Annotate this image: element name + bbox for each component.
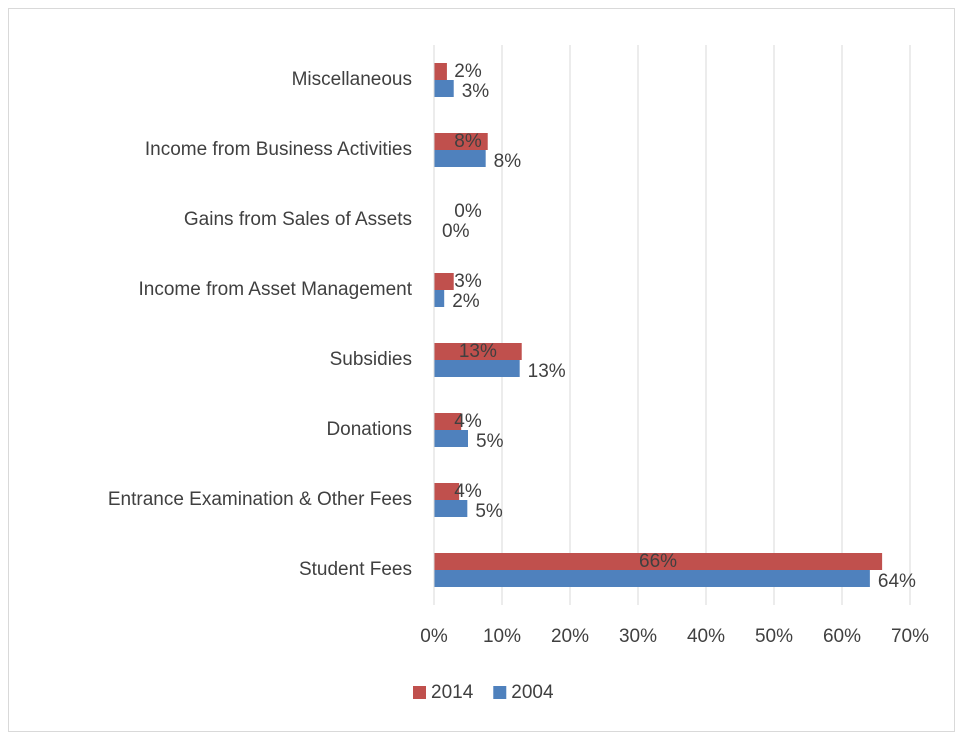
data-label: 4%	[454, 411, 482, 432]
bar	[434, 570, 870, 587]
y-tick-label: Student Fees	[299, 559, 412, 580]
bar	[434, 483, 460, 500]
x-tick-label: 60%	[823, 626, 861, 647]
bar	[434, 63, 447, 80]
data-label: 4%	[454, 481, 482, 502]
legend-label: 2014	[431, 682, 474, 703]
data-label: 5%	[476, 431, 504, 452]
x-tick-label: 30%	[619, 626, 657, 647]
data-label: 13%	[459, 341, 497, 362]
y-tick-label: Entrance Examination & Other Fees	[108, 489, 412, 510]
x-tick-label: 50%	[755, 626, 793, 647]
bar	[434, 500, 468, 517]
data-label: 3%	[462, 81, 490, 102]
bar	[434, 273, 454, 290]
data-label: 8%	[454, 131, 482, 152]
x-tick-label: 70%	[891, 626, 929, 647]
bar	[434, 343, 522, 360]
legend-swatch	[413, 686, 426, 699]
bar	[434, 430, 468, 447]
bar	[434, 150, 486, 167]
data-label: 0%	[454, 201, 482, 222]
legend-swatch	[493, 686, 507, 699]
y-tick-label: Gains from Sales of Assets	[184, 209, 412, 230]
x-tick-label: 40%	[687, 626, 725, 647]
data-label: 2%	[452, 291, 480, 312]
bar	[434, 290, 445, 307]
legend-label: 2004	[511, 682, 554, 703]
bar	[434, 360, 520, 377]
bar	[434, 133, 488, 150]
y-tick-label: Donations	[326, 419, 412, 440]
x-tick-label: 0%	[420, 626, 448, 647]
y-tick-label: Income from Asset Management	[138, 279, 412, 300]
data-label: 5%	[475, 501, 503, 522]
y-tick-label: Subsidies	[330, 349, 412, 370]
x-tick-label: 20%	[551, 626, 589, 647]
data-label: 13%	[528, 361, 566, 382]
bar	[434, 553, 883, 570]
y-tick-label: Income from Business Activities	[145, 139, 412, 160]
data-label: 3%	[454, 271, 482, 292]
y-tick-label: Miscellaneous	[292, 69, 412, 90]
bar	[434, 413, 462, 430]
data-label: 66%	[639, 551, 677, 572]
x-tick-label: 10%	[483, 626, 521, 647]
bar	[434, 80, 454, 97]
data-label: 2%	[454, 61, 482, 82]
data-label: 64%	[878, 571, 916, 592]
data-label: 0%	[442, 221, 470, 242]
data-label: 8%	[494, 151, 522, 172]
